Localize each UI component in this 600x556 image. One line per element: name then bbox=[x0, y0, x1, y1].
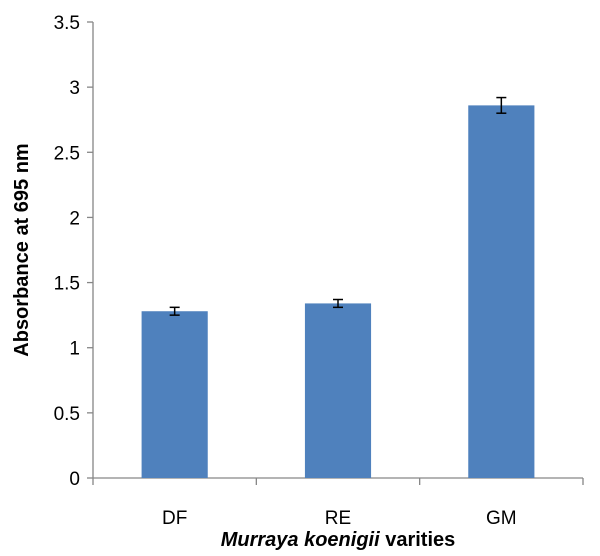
y-tick-label: 0 bbox=[69, 469, 80, 490]
y-tick-label: 3.5 bbox=[54, 13, 80, 34]
y-tick-label: 0.5 bbox=[54, 404, 80, 425]
plot-area: 0 0.5 1 1.5 2 2.5 3 3.5 DF RE GM bbox=[54, 13, 584, 529]
bar-re bbox=[304, 303, 372, 478]
x-axis-title-suffix: varities bbox=[380, 529, 456, 551]
x-tick-label-df: DF bbox=[162, 508, 187, 529]
x-tick-label-re: RE bbox=[325, 508, 351, 529]
bar-gm bbox=[468, 105, 535, 478]
y-tick-label: 3 bbox=[69, 78, 80, 99]
x-axis-title-species: Murraya koenigii bbox=[221, 529, 380, 551]
y-tick-label: 1.5 bbox=[54, 274, 80, 295]
y-tick-label: 2 bbox=[69, 208, 80, 229]
x-tick-label-gm: GM bbox=[486, 508, 517, 529]
y-tick-label: 2.5 bbox=[54, 143, 80, 164]
x-axis-title: Murraya koenigii varities bbox=[221, 529, 456, 551]
y-tick-label: 1 bbox=[69, 339, 80, 360]
bar-df bbox=[141, 311, 208, 478]
y-axis-title: Absorbance at 695 nm bbox=[11, 143, 33, 356]
